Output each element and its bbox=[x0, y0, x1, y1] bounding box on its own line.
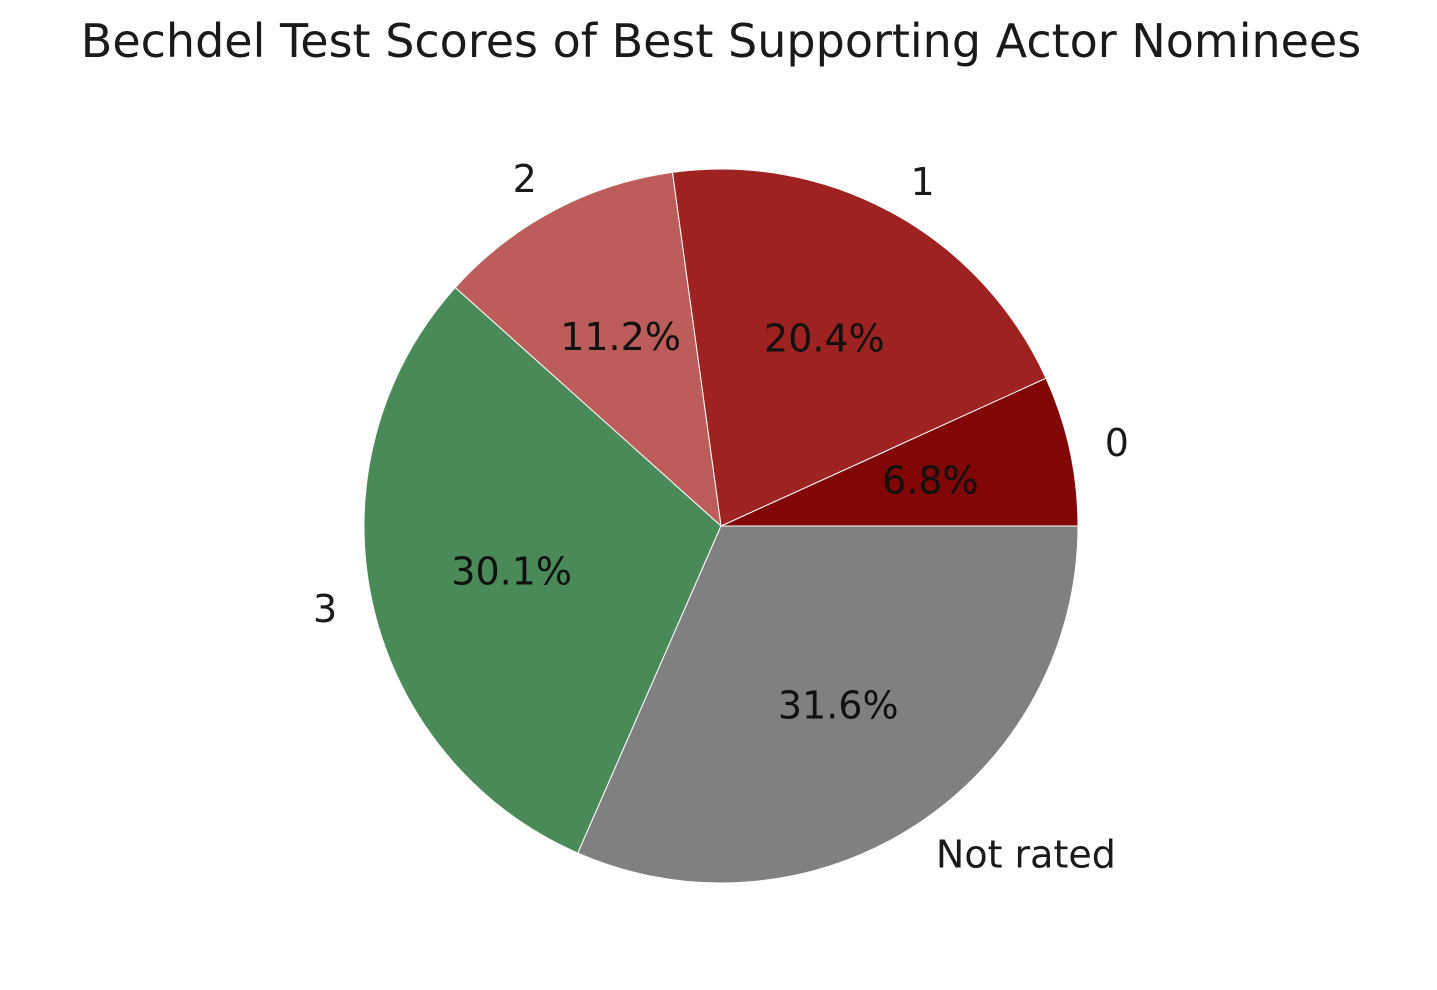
slice-percent-1: 20.4% bbox=[764, 316, 885, 360]
pie-slice-1 bbox=[671, 168, 1047, 527]
slice-label-not-rated: Not rated bbox=[936, 833, 1116, 877]
slice-label-3: 3 bbox=[313, 587, 337, 631]
slice-label-0: 0 bbox=[1105, 421, 1129, 465]
slice-percent-3: 30.1% bbox=[451, 549, 572, 593]
slice-percent-2: 11.2% bbox=[560, 315, 681, 359]
pie-slice-0 bbox=[720, 377, 1079, 527]
slice-label-1: 1 bbox=[911, 160, 935, 204]
pie-slice-2 bbox=[454, 171, 722, 528]
slice-label-2: 2 bbox=[513, 157, 537, 201]
slice-percent-not-rated: 31.6% bbox=[778, 683, 899, 727]
pie-slice-not-rated bbox=[577, 525, 1079, 884]
pie-labels: 0 6.8% 1 20.4% 2 11.2% 3 30.1% Not rated 31.6% bbox=[313, 157, 1129, 877]
pie-slice-3 bbox=[363, 286, 722, 854]
slice-percent-0: 6.8% bbox=[882, 459, 979, 503]
chart-title: Bechdel Test Scores of Best Supporting A… bbox=[81, 14, 1361, 68]
pie-slices bbox=[363, 168, 1079, 884]
